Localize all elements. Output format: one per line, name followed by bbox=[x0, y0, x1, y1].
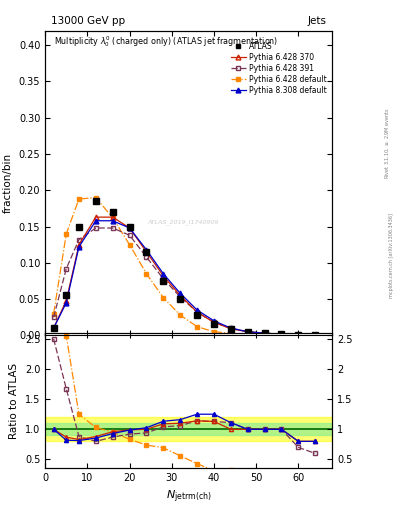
Text: Multiplicity $\lambda_{0}^{0}$ (charged only) (ATLAS jet fragmentation): Multiplicity $\lambda_{0}^{0}$ (charged … bbox=[54, 34, 278, 49]
X-axis label: $N_{\mathrm{jetrm(ch)}}$: $N_{\mathrm{jetrm(ch)}}$ bbox=[166, 489, 211, 505]
Y-axis label: Ratio to ATLAS: Ratio to ATLAS bbox=[9, 362, 19, 439]
Y-axis label: fraction/bin: fraction/bin bbox=[3, 153, 13, 213]
Bar bbox=[45, 417, 332, 441]
Text: mcplots.cern.ch [arXiv:1306.3436]: mcplots.cern.ch [arXiv:1306.3436] bbox=[389, 214, 393, 298]
Text: Jets: Jets bbox=[307, 16, 326, 26]
Text: Rivet 3.1.10, $\geq$ 2.9M events: Rivet 3.1.10, $\geq$ 2.9M events bbox=[383, 108, 391, 179]
Text: 13000 GeV pp: 13000 GeV pp bbox=[51, 16, 125, 26]
Text: ATLAS_2019_I1740909: ATLAS_2019_I1740909 bbox=[147, 220, 219, 225]
Bar bbox=[45, 423, 332, 435]
Legend: ATLAS, Pythia 6.428 370, Pythia 6.428 391, Pythia 6.428 default, Pythia 8.308 de: ATLAS, Pythia 6.428 370, Pythia 6.428 39… bbox=[229, 40, 328, 96]
